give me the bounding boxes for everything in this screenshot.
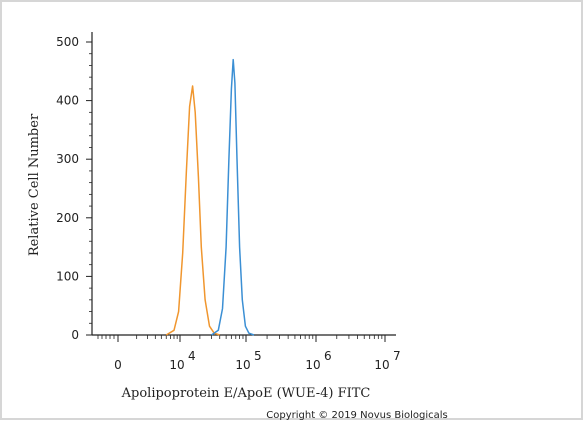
x-axis: 0 10 4 10 5 10 6 10 7 [92,334,401,372]
x-tick-exponent: 4 [188,349,196,363]
series-line-2 [211,58,255,336]
copyright-notice: Copyright © 2019 Novus Biologicals [266,410,447,421]
x-tick-label: 0 [114,358,122,372]
y-tick-label: 500 [56,35,79,49]
y-axis-title: Relative Cell Number [27,113,42,256]
y-tick-label: 300 [56,152,79,166]
y-tick-label: 200 [56,211,79,225]
x-tick-label: 10 [169,358,184,372]
y-tick-label: 100 [56,269,79,283]
x-tick-exponent: 6 [324,349,332,363]
x-tick-label: 10 [305,358,320,372]
y-axis: 0 100 200 300 400 500 [56,32,93,342]
x-tick-exponent: 7 [393,349,401,363]
x-axis-title: Apolipoprotein E/ApoE (WUE-4) FITC [121,386,371,401]
y-tick-label: 400 [56,94,79,108]
series-line-1 [165,85,220,336]
y-tick-label: 0 [71,328,79,342]
x-tick-label: 10 [374,358,389,372]
x-tick-exponent: 5 [254,349,262,363]
x-tick-label: 10 [235,358,250,372]
